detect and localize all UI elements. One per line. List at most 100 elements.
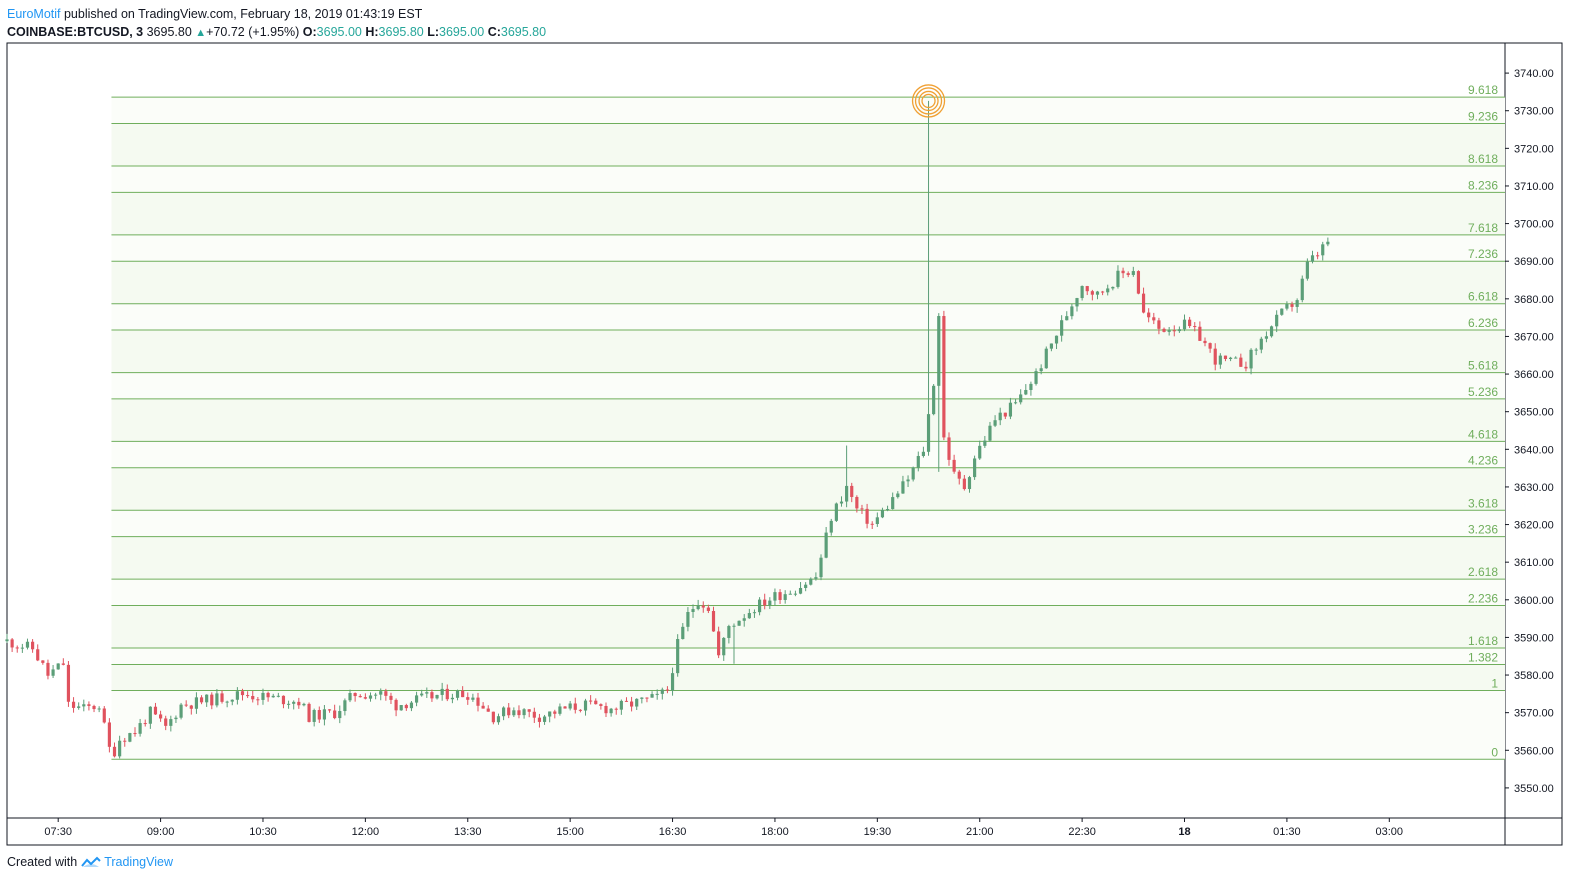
candle-body: [61, 663, 65, 665]
candle-body: [1106, 288, 1110, 293]
candle-body: [363, 697, 367, 699]
fib-band: [111, 536, 1506, 580]
candle-body: [947, 437, 951, 460]
candle-body: [507, 707, 511, 716]
fib-band: [111, 234, 1506, 262]
candle-body: [307, 703, 311, 722]
candle-body: [1321, 244, 1325, 256]
candle-body: [1316, 255, 1320, 257]
candle-body: [583, 700, 588, 711]
candle-body: [66, 664, 71, 702]
close-label: C:: [487, 25, 501, 39]
candle-body: [71, 701, 76, 708]
time-tick-label: 19:30: [864, 826, 892, 838]
candle-body: [338, 711, 342, 719]
candle-body: [942, 316, 946, 438]
candle-body: [266, 692, 270, 698]
candle-body: [896, 493, 900, 498]
candle-body: [921, 451, 925, 456]
author-link[interactable]: EuroMotif: [7, 7, 61, 21]
up-arrow-icon: ▲: [195, 27, 207, 39]
candle-body: [885, 509, 890, 511]
price-tick-label: 3680.00: [1514, 294, 1554, 306]
candle-body: [358, 696, 362, 698]
fib-level-label: 4.618: [1468, 427, 1498, 441]
tradingview-link[interactable]: TradingView: [104, 855, 173, 869]
candle-body: [665, 689, 670, 691]
candle-body: [558, 706, 562, 714]
candle-body: [450, 697, 454, 700]
candle-body: [870, 523, 874, 525]
candle-body: [153, 706, 158, 715]
candle-body: [839, 501, 844, 504]
candle-body: [768, 600, 772, 606]
candle-body: [210, 694, 214, 706]
candle-body: [717, 631, 721, 656]
candle-body: [1285, 304, 1289, 309]
fib-level-label: 9.618: [1468, 83, 1498, 97]
candle-body: [1234, 357, 1238, 359]
candle-body: [1249, 349, 1253, 369]
fib-level-label: 4.236: [1468, 454, 1498, 468]
candle-body: [542, 716, 547, 722]
candle-body: [379, 691, 383, 695]
candle-body: [184, 704, 188, 706]
candle-body: [880, 509, 885, 518]
candle-body: [901, 481, 905, 494]
time-tick-label: 18: [1178, 826, 1190, 838]
time-tick-label: 12:00: [352, 826, 380, 838]
candle-body: [302, 703, 306, 706]
candle-body: [15, 647, 19, 649]
candle-body: [384, 691, 388, 696]
candle-body: [5, 639, 9, 642]
candle-body: [1141, 293, 1146, 313]
candle-body: [589, 700, 593, 702]
candle-body: [1008, 402, 1013, 417]
candle-body: [1060, 320, 1064, 336]
time-tick-label: 13:30: [454, 826, 482, 838]
candle-body: [1085, 286, 1089, 292]
time-tick-label: 22:30: [1068, 826, 1096, 838]
candle-body: [763, 599, 767, 606]
candle-body: [455, 690, 460, 698]
publish-line: EuroMotif published on TradingView.com, …: [7, 5, 546, 23]
fib-band: [111, 330, 1506, 373]
candle-body: [56, 663, 60, 670]
fib-level-label: 8.236: [1468, 178, 1498, 192]
candle-body: [1121, 270, 1125, 274]
candle-body: [1111, 286, 1115, 289]
candle-body: [1157, 320, 1161, 329]
low-label: L:: [427, 25, 440, 39]
target-marker-ring: [918, 90, 939, 112]
candle-body: [573, 703, 577, 710]
candle-body: [1131, 271, 1135, 275]
candle-body: [814, 577, 818, 579]
candle-body: [670, 673, 675, 691]
candle-body: [312, 710, 316, 722]
candle-body: [798, 587, 803, 594]
candle-body: [246, 695, 250, 697]
candle-body: [297, 701, 301, 706]
candle-body: [722, 637, 726, 656]
candle-body: [962, 478, 966, 490]
candle-body: [640, 697, 644, 699]
candle-body: [174, 717, 178, 720]
candle-body: [374, 694, 378, 696]
candle-body: [973, 458, 977, 478]
candle-body: [286, 703, 291, 705]
open-value: 3695.00: [316, 25, 362, 39]
candle-body: [25, 641, 30, 648]
candle-body: [788, 593, 792, 595]
candle-body: [440, 688, 444, 695]
candle-body: [630, 701, 634, 707]
fib-level-label: 6.618: [1468, 290, 1498, 304]
candle-body: [1198, 326, 1202, 341]
candle-body: [1259, 338, 1263, 350]
fib-band: [111, 605, 1506, 648]
candle-body: [983, 440, 987, 446]
candle-body: [476, 697, 480, 706]
candle-body: [107, 722, 111, 747]
candle-body: [563, 706, 567, 709]
candle-body: [102, 708, 106, 723]
